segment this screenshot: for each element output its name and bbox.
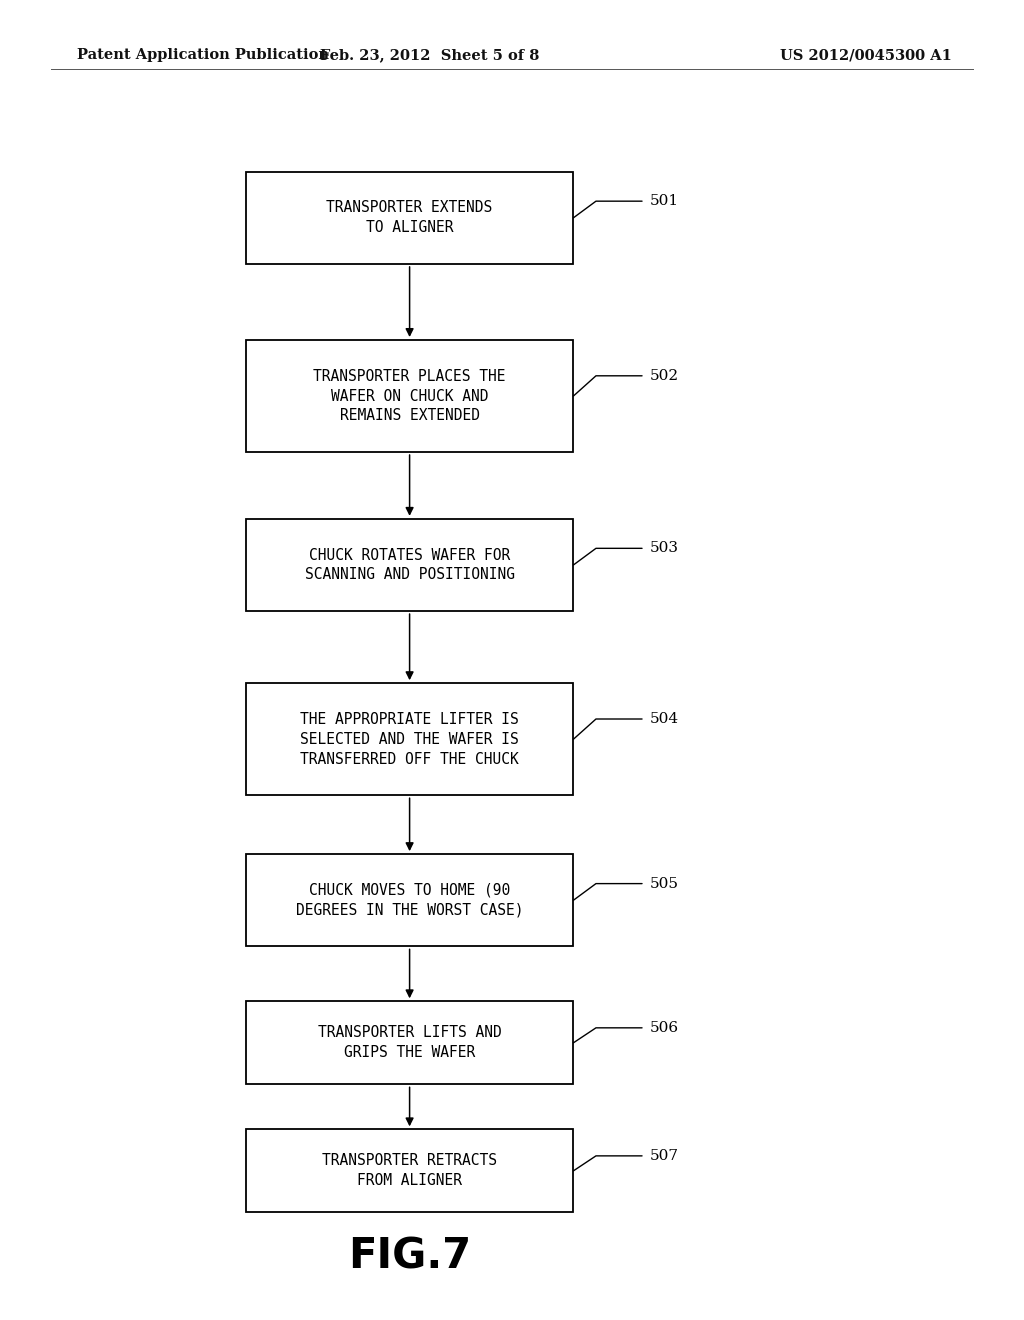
FancyBboxPatch shape bbox=[246, 1001, 573, 1085]
Text: TRANSPORTER EXTENDS
TO ALIGNER: TRANSPORTER EXTENDS TO ALIGNER bbox=[327, 201, 493, 235]
Text: TRANSPORTER LIFTS AND
GRIPS THE WAFER: TRANSPORTER LIFTS AND GRIPS THE WAFER bbox=[317, 1026, 502, 1060]
FancyBboxPatch shape bbox=[246, 1129, 573, 1212]
Text: CHUCK MOVES TO HOME (90
DEGREES IN THE WORST CASE): CHUCK MOVES TO HOME (90 DEGREES IN THE W… bbox=[296, 883, 523, 917]
Text: 504: 504 bbox=[650, 711, 679, 726]
FancyBboxPatch shape bbox=[246, 172, 573, 264]
FancyBboxPatch shape bbox=[246, 341, 573, 451]
Text: 503: 503 bbox=[650, 541, 679, 556]
Text: FIG.7: FIG.7 bbox=[348, 1236, 471, 1278]
Text: US 2012/0045300 A1: US 2012/0045300 A1 bbox=[780, 49, 952, 62]
FancyBboxPatch shape bbox=[246, 854, 573, 946]
Text: TRANSPORTER PLACES THE
WAFER ON CHUCK AND
REMAINS EXTENDED: TRANSPORTER PLACES THE WAFER ON CHUCK AN… bbox=[313, 368, 506, 424]
Text: 502: 502 bbox=[650, 368, 679, 383]
FancyBboxPatch shape bbox=[246, 519, 573, 611]
Text: 505: 505 bbox=[650, 876, 679, 891]
Text: CHUCK ROTATES WAFER FOR
SCANNING AND POSITIONING: CHUCK ROTATES WAFER FOR SCANNING AND POS… bbox=[304, 548, 515, 582]
Text: Feb. 23, 2012  Sheet 5 of 8: Feb. 23, 2012 Sheet 5 of 8 bbox=[321, 49, 540, 62]
Text: TRANSPORTER RETRACTS
FROM ALIGNER: TRANSPORTER RETRACTS FROM ALIGNER bbox=[323, 1154, 497, 1188]
Text: THE APPROPRIATE LIFTER IS
SELECTED AND THE WAFER IS
TRANSFERRED OFF THE CHUCK: THE APPROPRIATE LIFTER IS SELECTED AND T… bbox=[300, 711, 519, 767]
Text: 506: 506 bbox=[650, 1020, 679, 1035]
Text: Patent Application Publication: Patent Application Publication bbox=[77, 49, 329, 62]
Text: 501: 501 bbox=[650, 194, 679, 209]
FancyBboxPatch shape bbox=[246, 682, 573, 795]
Text: 507: 507 bbox=[650, 1148, 679, 1163]
